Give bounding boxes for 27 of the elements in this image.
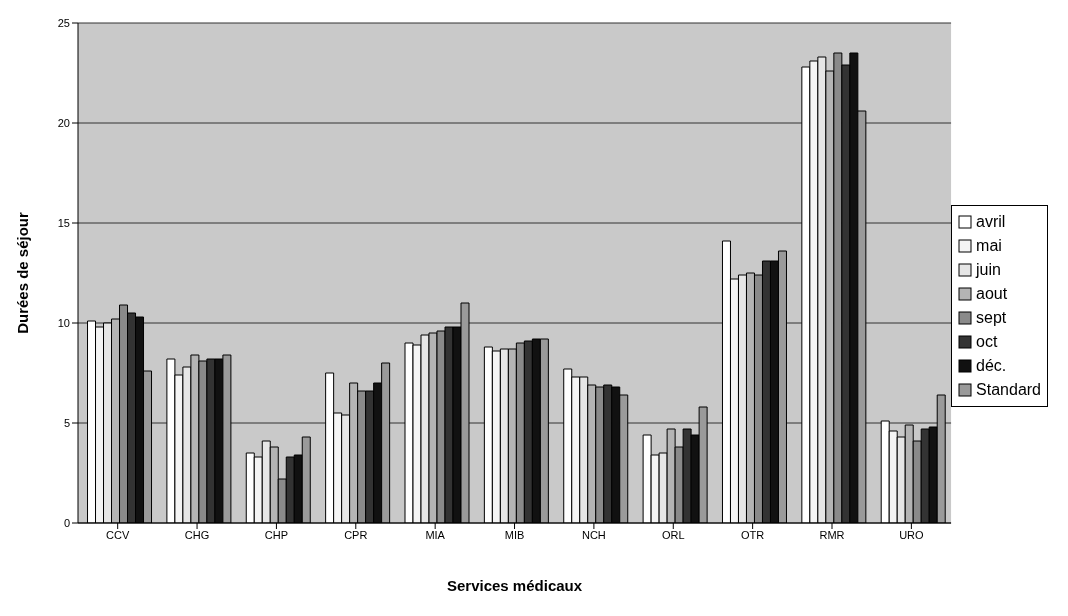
x-tick-label: OTR bbox=[741, 528, 765, 541]
y-tick-label: 20 bbox=[57, 116, 70, 129]
x-tick-label: ORL bbox=[661, 528, 685, 541]
legend-label: avril bbox=[976, 211, 1006, 232]
legend-label: oct bbox=[976, 331, 998, 352]
x-axis-title: Services médicaux bbox=[446, 577, 583, 594]
y-axis-title: Durées de séjour bbox=[14, 211, 32, 334]
x-tick-label: CCV bbox=[106, 528, 130, 541]
x-tick-label: MIB bbox=[504, 528, 525, 541]
y-tick-label: 15 bbox=[57, 216, 70, 229]
y-tick-label: 25 bbox=[57, 16, 70, 29]
x-tick-label: MIA bbox=[425, 528, 446, 541]
x-tick-label: CHG bbox=[184, 528, 210, 541]
x-tick-label: NCH bbox=[581, 528, 606, 541]
legend-label: mai bbox=[976, 235, 1002, 256]
x-tick-label: CPR bbox=[344, 528, 368, 541]
y-tick-label: 10 bbox=[57, 316, 70, 329]
legend-label: juin bbox=[976, 259, 1001, 280]
x-tick-label: RMR bbox=[819, 528, 845, 541]
legend-label: sept bbox=[976, 307, 1007, 328]
x-tick-label: CHP bbox=[264, 528, 289, 541]
legend-label: aout bbox=[976, 283, 1008, 304]
legend-label: Standard bbox=[976, 379, 1041, 400]
y-tick-label: 5 bbox=[63, 416, 70, 429]
x-tick-label: URO bbox=[899, 528, 925, 541]
y-tick-label: 0 bbox=[63, 516, 70, 529]
legend-label: déc. bbox=[976, 355, 1007, 376]
